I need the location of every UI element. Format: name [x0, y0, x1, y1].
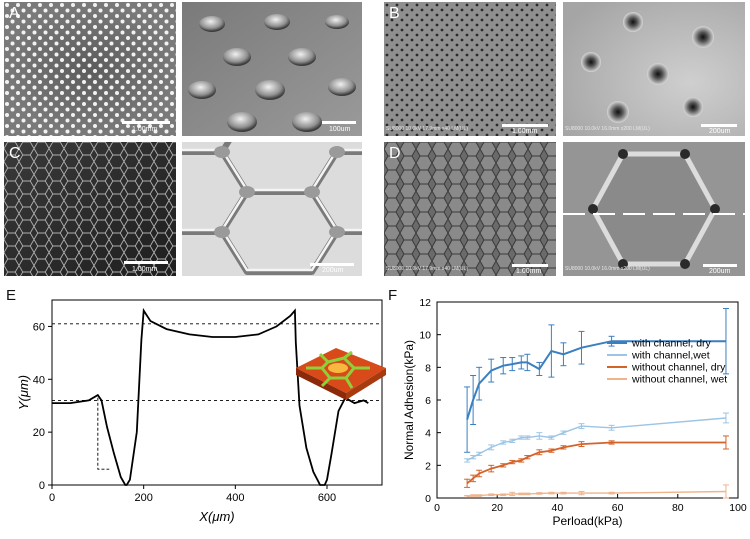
- x-tick-label: 200: [134, 492, 152, 504]
- legend-label: without channel, wet: [631, 374, 727, 386]
- sem-info-text: SU8000 10.0kV 16.0mm x200 LM(UL): [565, 126, 650, 132]
- profile-chart-svg: 0 200 400 600 0 20 40 60 X(μm) Y(μm): [16, 299, 386, 524]
- x-tick-label: 20: [491, 502, 503, 514]
- scale-bar: [502, 124, 548, 127]
- x-tick-label: 400: [226, 492, 244, 504]
- y-tick-label: 2: [425, 460, 431, 472]
- y-tick-label: 20: [33, 427, 45, 439]
- sem-c-right: 200um: [182, 142, 362, 276]
- sem-info-text: SU8000 10.0kV 17.9mm x40 LM(UL): [386, 266, 468, 272]
- x-tick-label: 100: [729, 502, 747, 514]
- sem-b-left: B SU8000 10.0kV 17.9mm x40 LM(UL) 1.00mm: [384, 2, 556, 136]
- hexagon-3d-inset: [296, 348, 386, 400]
- series-line: [466, 441, 726, 484]
- y-tick-label: 8: [425, 362, 431, 374]
- x-tick-label: 80: [672, 502, 684, 514]
- series-group: [464, 435, 729, 488]
- profile-chart: 0 200 400 600 0 20 40 60 X(μm) Y(μm): [0, 280, 390, 534]
- series-line: [466, 417, 727, 462]
- scale-text: 1.00mm: [516, 268, 542, 275]
- single-hexagon-image: [563, 142, 745, 276]
- scale-text: 1.00mm: [132, 266, 158, 273]
- cone-pillars-image: [182, 2, 362, 136]
- x-tick-label: 60: [612, 502, 624, 514]
- series-line: [466, 340, 726, 420]
- y-tick-label: 0: [425, 493, 431, 505]
- sem-b-right: SU8000 10.0kV 16.0mm x200 LM(UL) 200um: [563, 2, 745, 136]
- y-axis-label: Y(μm): [16, 375, 31, 410]
- panel-label-f: F: [388, 287, 398, 304]
- x-tick-label: 0: [49, 492, 55, 504]
- hexagon-walls-image: [182, 142, 362, 276]
- sem-d-left: D SU8000 10.0kV 17.9mm x40 LM(UL) 1.00mm: [384, 142, 556, 276]
- series-group: [464, 412, 729, 463]
- plot-frame: [51, 299, 383, 486]
- adhesion-chart: 0 20 40 60 80 100 0 2 4 6 8 10 12 with channel, dry wi…: [385, 280, 750, 534]
- sem-d-right: SU8000 10.0kV 16.0mm x200 LM(UL) 200um: [563, 142, 745, 276]
- legend-label: with channel, dry: [631, 338, 712, 350]
- series-group: [464, 308, 729, 453]
- y-tick-label: 60: [33, 321, 45, 333]
- y-tick-label: 6: [425, 395, 431, 407]
- panel-label-c: C: [9, 145, 21, 162]
- profile-line: [52, 307, 369, 486]
- y-tick-label: 10: [419, 330, 431, 342]
- sem-a-right: 100um: [182, 2, 362, 136]
- hexagon-array-image: [4, 142, 176, 276]
- sem-a-left: A 1.00mm: [4, 2, 176, 136]
- scale-text: 1.00mm: [512, 128, 538, 135]
- legend-label: with channel,wet: [631, 350, 710, 362]
- scale-bar: [122, 121, 170, 124]
- scale-bar: [512, 264, 548, 267]
- legend-label: without channel, dry: [631, 362, 726, 374]
- large-holes-image: [563, 2, 745, 136]
- scale-bar: [124, 261, 168, 264]
- scale-bar: [310, 263, 354, 266]
- panel-label-d: D: [389, 145, 401, 162]
- height-annotation: [97, 397, 110, 470]
- y-axis-label: Normal Adhesion(kPa): [402, 340, 416, 460]
- imprinted-hexagon-image: [384, 142, 556, 276]
- pillar-array-image: [4, 2, 176, 136]
- scale-text: 200um: [709, 128, 731, 135]
- scale-text: 200um: [709, 268, 731, 275]
- y-tick-label: 40: [33, 374, 45, 386]
- sem-info-text: SU8000 10.0kV 16.0mm x200 LM(UL): [565, 266, 650, 272]
- x-axis-label: Perload(kPa): [552, 514, 622, 528]
- y-tick-label: 0: [39, 480, 45, 492]
- x-tick-label: 600: [318, 492, 336, 504]
- x-tick-label: 40: [552, 502, 564, 514]
- plot-frame: [436, 301, 739, 499]
- scale-bar: [322, 121, 356, 124]
- scale-bar: [701, 124, 737, 127]
- y-tick-label: 12: [419, 297, 431, 309]
- scale-text: 1.00mm: [132, 126, 158, 133]
- x-tick-label: 0: [434, 502, 440, 514]
- y-tick-label: 4: [425, 428, 431, 440]
- panel-label-a: A: [9, 5, 20, 22]
- hole-array-image: [384, 2, 556, 136]
- series-group: [464, 484, 729, 499]
- scale-text: 100um: [329, 126, 351, 133]
- sem-c-left: C 1.00mm: [4, 142, 176, 276]
- scale-bar: [703, 264, 737, 267]
- x-axis-label: X(μm): [198, 509, 234, 524]
- panel-label-b: B: [389, 5, 400, 22]
- panel-label-e: E: [6, 287, 17, 304]
- sem-info-text: SU8000 10.0kV 17.9mm x40 LM(UL): [386, 126, 468, 132]
- series-line: [467, 490, 727, 498]
- scale-text: 200um: [322, 267, 344, 274]
